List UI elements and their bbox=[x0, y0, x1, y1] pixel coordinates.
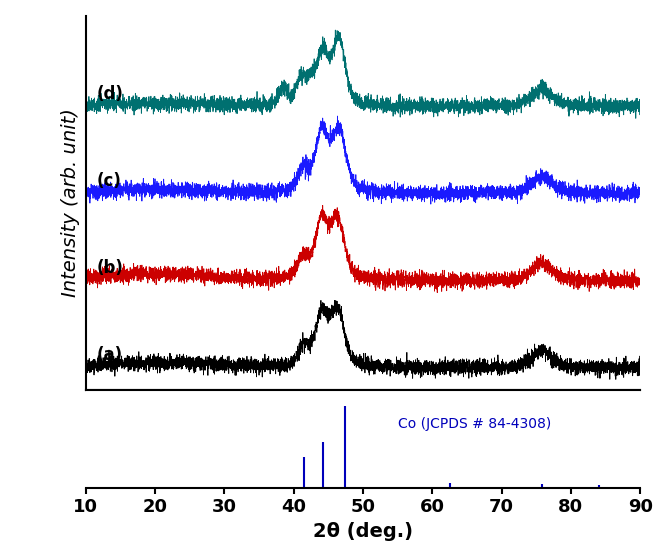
Text: (a): (a) bbox=[96, 346, 122, 364]
Text: Co (JCPDS # 84-4308): Co (JCPDS # 84-4308) bbox=[397, 417, 551, 431]
X-axis label: 2θ (deg.): 2θ (deg.) bbox=[313, 522, 413, 541]
Text: (b): (b) bbox=[96, 259, 123, 277]
Y-axis label: Intensity (arb. unit): Intensity (arb. unit) bbox=[61, 108, 81, 298]
Text: (c): (c) bbox=[96, 172, 121, 190]
Text: (d): (d) bbox=[96, 85, 123, 102]
